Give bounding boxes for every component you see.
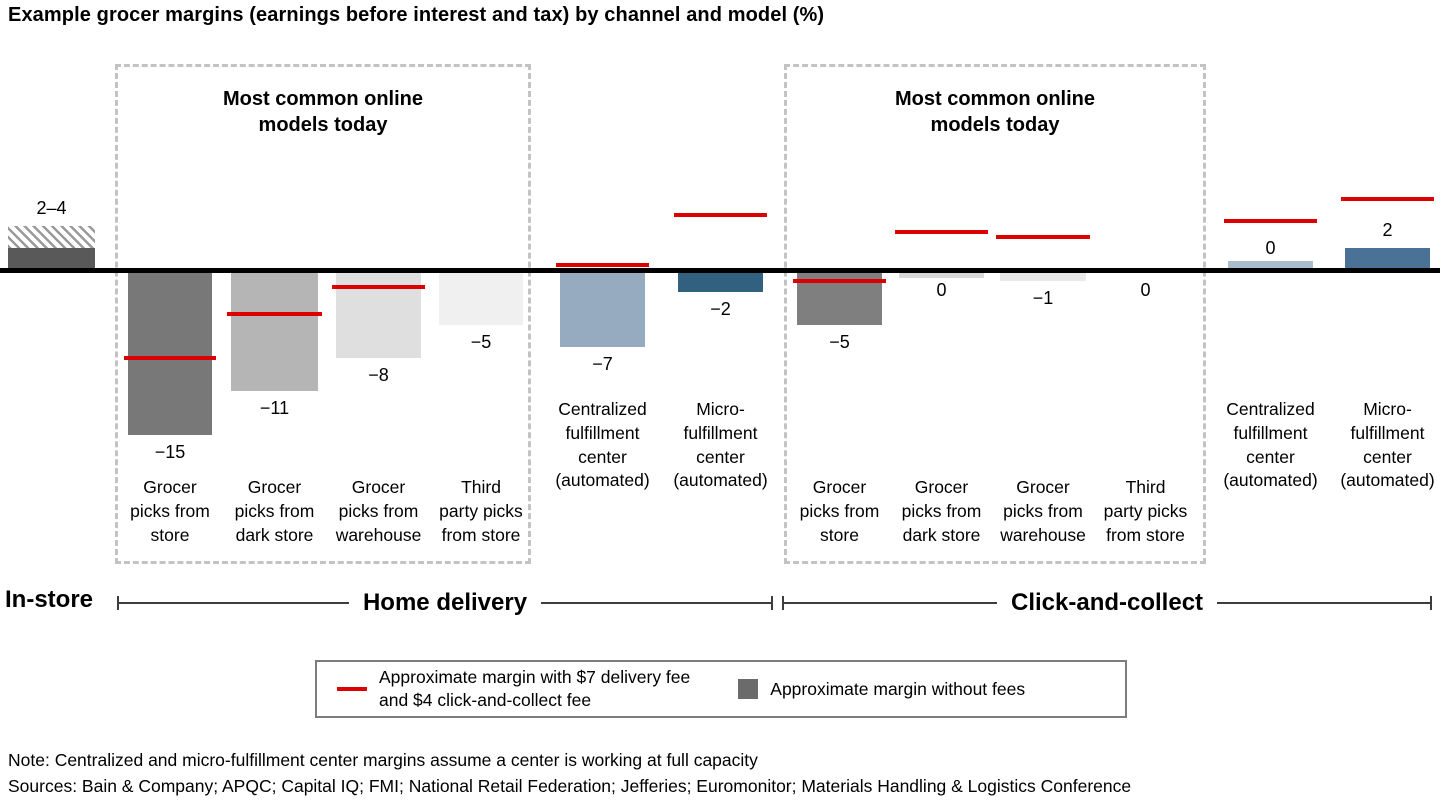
axis-rule: [784, 602, 997, 604]
bar-hd-grocer-warehouse: [336, 270, 421, 358]
category-label-cc-centralized-fc: Centralized fulfillment center (automate…: [1223, 399, 1318, 491]
fee-line-hd-grocer-warehouse: [332, 284, 425, 289]
zero-axis-line: [0, 268, 1440, 273]
bar-cc-centralized-fc: [1228, 261, 1313, 270]
fee-line-hd-micro-fc: [674, 213, 767, 217]
axis-tick-right: [771, 596, 774, 610]
gray-box-swatch-icon: [738, 679, 759, 699]
fee-line-cc-grocer-store: [793, 279, 886, 283]
legend-no-fee-label: Approximate margin without fees: [770, 678, 1026, 699]
fee-line-hd-grocer-store: [124, 356, 216, 360]
value-label-hd-micro-fc: −2: [710, 299, 731, 319]
value-label-hd-grocer-warehouse: −8: [368, 365, 389, 385]
value-label-in-store: 2–4: [36, 198, 67, 218]
bar-hd-grocer-dark-store: [231, 270, 318, 391]
value-label-cc-grocer-warehouse: −1: [1032, 288, 1054, 308]
category-label-cc-grocer-store: Grocer picks from store: [799, 477, 880, 545]
bar-in-store-solid: [8, 248, 95, 270]
axis-group-label-home-delivery: Home delivery: [362, 589, 528, 616]
bar-cc-micro-fc: [1345, 248, 1430, 270]
axis-rule: [541, 602, 772, 604]
category-label-cc-grocer-dark-store: Grocer picks from dark store: [901, 477, 982, 545]
bar-in-store-hatched: [8, 226, 95, 248]
axis-rule: [119, 602, 349, 604]
category-label-hd-grocer-dark-store: Grocer picks from dark store: [234, 477, 315, 545]
value-label-cc-grocer-store: −5: [829, 332, 850, 352]
legend: Approximate margin with $7 delivery fee …: [315, 660, 1127, 718]
red-line-swatch-icon: [337, 687, 367, 691]
category-label-hd-centralized-fc: Centralized fulfillment center (automate…: [555, 399, 650, 491]
axis-group-home-delivery: Home delivery: [117, 588, 774, 618]
value-label-cc-third-party: 0: [1140, 280, 1151, 300]
axis-group-label-click-collect: Click-and-collect: [1010, 589, 1204, 616]
chart-title: Example grocer margins (earnings before …: [8, 4, 825, 26]
bar-hd-micro-fc: [678, 270, 763, 292]
annotation-box-home-delivery: [115, 64, 531, 564]
axis-tick-left: [117, 596, 119, 610]
fee-line-cc-grocer-warehouse: [996, 235, 1090, 239]
fee-line-cc-centralized-fc: [1224, 218, 1317, 223]
axis-group-in-store: In-store: [5, 586, 94, 613]
sources-text: Sources: Bain & Company; APQC; Capital I…: [8, 776, 1132, 796]
note-text: Note: Centralized and micro-fulfillment …: [8, 750, 758, 770]
axis-tick-left: [782, 596, 784, 610]
fee-line-cc-grocer-dark-store: [895, 229, 988, 234]
fee-line-cc-micro-fc: [1341, 196, 1434, 201]
annotation-label-home-delivery: Most common online models today: [223, 88, 423, 136]
value-label-cc-grocer-dark-store: 0: [936, 280, 947, 300]
bar-cc-grocer-warehouse: [1000, 270, 1086, 281]
category-label-hd-grocer-store: Grocer picks from store: [130, 477, 210, 545]
bar-hd-third-party: [439, 270, 523, 325]
value-label-cc-micro-fc: 2: [1382, 220, 1393, 240]
category-label-cc-micro-fc: Micro- fulfillment center (automated): [1340, 399, 1435, 491]
fee-line-hd-centralized-fc: [556, 262, 649, 267]
category-label-hd-third-party: Third party picks from store: [439, 477, 523, 545]
value-label-hd-centralized-fc: −7: [592, 354, 613, 374]
bar-hd-centralized-fc: [560, 270, 645, 347]
value-label-cc-centralized-fc: 0: [1265, 238, 1276, 258]
bar-cc-grocer-dark-store: [899, 273, 984, 278]
bar-hd-grocer-store: [128, 270, 212, 435]
axis-tick-right: [1430, 596, 1433, 610]
value-label-hd-third-party: −5: [470, 332, 492, 352]
axis-rule: [1217, 602, 1431, 604]
legend-item-no-fee-margin: Approximate margin without fees: [738, 678, 1025, 701]
fee-line-hd-grocer-dark-store: [227, 312, 322, 316]
category-label-cc-third-party: Third party picks from store: [1103, 477, 1188, 545]
legend-item-fee-margin: Approximate margin with $7 delivery fee …: [337, 666, 690, 712]
legend-fee-label: Approximate margin with $7 delivery fee …: [379, 667, 691, 710]
category-label-hd-grocer-warehouse: Grocer picks from warehouse: [335, 477, 422, 545]
axis-group-click-collect: Click-and-collect: [782, 588, 1433, 618]
value-label-hd-grocer-store: −15: [154, 442, 186, 462]
value-label-hd-grocer-dark-store: −11: [259, 398, 290, 418]
category-label-cc-grocer-warehouse: Grocer picks from warehouse: [1000, 477, 1086, 545]
category-label-hd-micro-fc: Micro- fulfillment center (automated): [673, 399, 768, 491]
annotation-box-click-collect: [784, 64, 1206, 564]
annotation-label-click-collect: Most common online models today: [895, 88, 1095, 136]
